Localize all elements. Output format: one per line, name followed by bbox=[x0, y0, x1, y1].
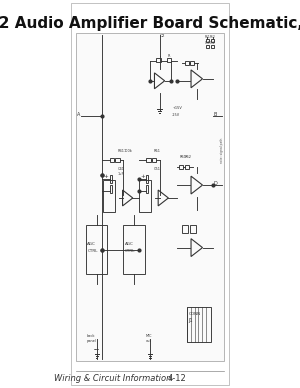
Bar bbox=[211, 45, 214, 48]
Bar bbox=[110, 175, 112, 183]
Bar bbox=[190, 61, 194, 65]
Bar bbox=[184, 61, 189, 65]
Text: +15V: +15V bbox=[172, 106, 182, 110]
Text: panel: panel bbox=[86, 339, 96, 343]
Text: 1uF: 1uF bbox=[118, 172, 124, 176]
Text: out: out bbox=[146, 339, 152, 343]
Text: C2: C2 bbox=[160, 34, 166, 38]
Text: R51: R51 bbox=[154, 149, 161, 153]
Bar bbox=[146, 175, 148, 183]
Text: CONN: CONN bbox=[188, 312, 200, 316]
Bar bbox=[167, 58, 171, 62]
Text: R41: R41 bbox=[118, 149, 125, 153]
Bar bbox=[182, 225, 188, 233]
Bar bbox=[110, 185, 112, 193]
Bar bbox=[187, 307, 211, 342]
Bar bbox=[146, 185, 148, 193]
Text: B: B bbox=[214, 112, 217, 116]
Bar bbox=[146, 158, 151, 162]
Text: CTRL: CTRL bbox=[87, 249, 98, 253]
Bar bbox=[86, 225, 107, 274]
Text: D: D bbox=[214, 181, 217, 186]
Bar bbox=[156, 58, 161, 62]
Text: back: back bbox=[86, 334, 95, 338]
Bar bbox=[103, 180, 115, 212]
Text: R61: R61 bbox=[179, 155, 186, 159]
Text: -15V: -15V bbox=[172, 113, 181, 116]
Text: CTRL: CTRL bbox=[124, 249, 135, 253]
Text: note: signal path: note: signal path bbox=[220, 138, 224, 163]
Text: J1: J1 bbox=[188, 318, 193, 323]
Text: C12: C12 bbox=[210, 41, 216, 45]
Text: C41: C41 bbox=[118, 167, 125, 171]
Text: C51: C51 bbox=[154, 167, 161, 171]
Text: MIC: MIC bbox=[146, 334, 152, 338]
Bar bbox=[140, 180, 151, 212]
Bar bbox=[206, 45, 209, 48]
Text: Wiring & Circuit Information: Wiring & Circuit Information bbox=[54, 374, 172, 383]
Bar bbox=[116, 158, 120, 162]
Bar bbox=[123, 225, 145, 274]
Text: A: A bbox=[77, 112, 80, 116]
FancyBboxPatch shape bbox=[71, 3, 229, 385]
FancyBboxPatch shape bbox=[76, 33, 224, 361]
Text: 100k: 100k bbox=[123, 149, 132, 153]
Text: +: + bbox=[104, 174, 109, 179]
Text: R11: R11 bbox=[205, 35, 211, 39]
Text: R12: R12 bbox=[210, 35, 216, 39]
Text: R: R bbox=[167, 54, 170, 58]
Bar bbox=[211, 39, 214, 42]
Bar bbox=[190, 225, 196, 233]
Text: +: + bbox=[140, 174, 145, 179]
Text: 4-12: 4-12 bbox=[167, 374, 186, 383]
Text: C11: C11 bbox=[205, 41, 211, 45]
Bar bbox=[206, 39, 209, 42]
Text: AGC: AGC bbox=[87, 242, 96, 246]
Bar bbox=[152, 158, 156, 162]
Bar bbox=[184, 165, 189, 169]
Text: R62: R62 bbox=[184, 155, 192, 159]
Text: BB12 Audio Amplifier Board Schematic, 2/4: BB12 Audio Amplifier Board Schematic, 2/… bbox=[0, 16, 300, 31]
Bar bbox=[110, 158, 114, 162]
Text: AGC: AGC bbox=[124, 242, 134, 246]
Bar bbox=[179, 165, 184, 169]
